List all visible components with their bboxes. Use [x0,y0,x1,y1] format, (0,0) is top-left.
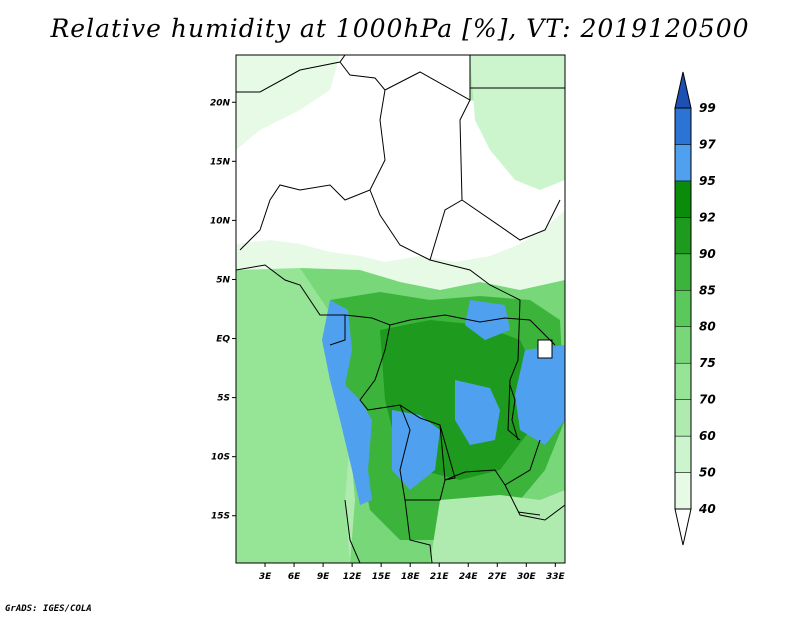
field-saturated-west [322,300,372,505]
colorbar-label: 99 [699,101,716,115]
colorbar-box [674,253,692,291]
colorbar-box [674,180,692,218]
colorbar-label: 40 [698,502,716,516]
lon-tick-label: 21E [430,572,450,582]
lon-tick-label: 6E [288,572,301,582]
longitude-axis: 3E 6E 9E 12E 15E 18E 21E 24E 27E 30E 33E [259,563,566,582]
map-field [236,55,565,563]
lon-tick-label: 12E [343,572,363,582]
border-lines-central [236,264,565,563]
colorbar-box [674,144,692,182]
lat-tick-label: 5N [216,275,230,285]
lon-tick-label: 24E [459,572,479,582]
colorbar-label: 80 [699,320,716,334]
lon-tick-label: 3E [259,572,272,582]
field-saturated-south [392,410,440,490]
lon-tick-label: 33E [546,572,566,582]
field-saturated-east [515,345,565,445]
colorbar-label: 95 [699,174,716,188]
colorbar-label: 85 [699,283,716,297]
colorbar-box [674,362,692,400]
field-lake-spot [538,340,552,358]
lat-tick-label: EQ [216,335,230,345]
colorbar-box [674,472,692,510]
colorbar-label: 90 [699,247,716,261]
colorbar-label: 70 [699,393,716,407]
lat-tick-label: 15S [211,512,230,522]
country-borders [236,55,565,563]
lat-tick-label: 20N [210,98,231,108]
field-south-light [430,490,565,563]
lat-tick-label: 15N [210,157,231,167]
chart-title: Relative humidity at 1000hPa [%], VT: 20… [50,14,750,43]
lon-tick-label: 18E [401,572,421,582]
field-ocean [236,268,350,563]
lat-tick-label: 5S [217,394,230,404]
grads-credit: GrADS: IGES/COLA [5,604,92,614]
border-lakes [509,339,553,516]
colorbar-label: 75 [699,356,716,370]
colorbar-end-low [674,508,692,546]
field-saturated-ne [465,300,510,340]
colorbar-box [674,435,692,473]
colorbar: 40 50 60 70 75 80 85 90 92 95 97 99 [674,71,716,546]
lon-tick-label: 9E [317,572,330,582]
colorbar-box [674,399,692,437]
lon-tick-label: 27E [488,572,508,582]
field-ne-moist [470,55,565,190]
field-ne-moist-2 [236,55,340,150]
lon-tick-label: 15E [372,572,392,582]
colorbar-box [674,217,692,255]
field-saturated-central [455,380,500,445]
colorbar-label: 50 [699,466,716,480]
lat-tick-label: 10N [210,216,231,226]
colorbar-end-high [674,71,692,109]
lat-tick-label: 10S [211,453,230,463]
colorbar-box [674,107,692,145]
border-lines-north [236,55,565,301]
lon-tick-label: 30E [517,572,537,582]
colorbar-frame [674,107,692,510]
colorbar-label: 97 [699,137,716,151]
colorbar-label: 60 [699,429,716,443]
colorbar-box [674,326,692,364]
latitude-axis: 20N 15N 10N 5N EQ 5S 10S 15S [210,98,236,522]
map-frame [235,54,566,564]
colorbar-box [674,290,692,327]
colorbar-label: 92 [699,210,716,224]
